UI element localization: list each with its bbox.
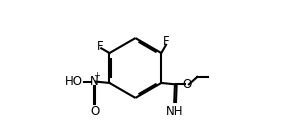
Text: +: +	[93, 71, 100, 80]
Text: NH: NH	[166, 105, 184, 118]
Text: N: N	[89, 75, 98, 88]
Text: HO: HO	[65, 75, 83, 88]
Text: F: F	[163, 35, 170, 48]
Text: O: O	[90, 105, 99, 118]
Text: O: O	[183, 78, 192, 91]
Text: F: F	[97, 40, 104, 53]
